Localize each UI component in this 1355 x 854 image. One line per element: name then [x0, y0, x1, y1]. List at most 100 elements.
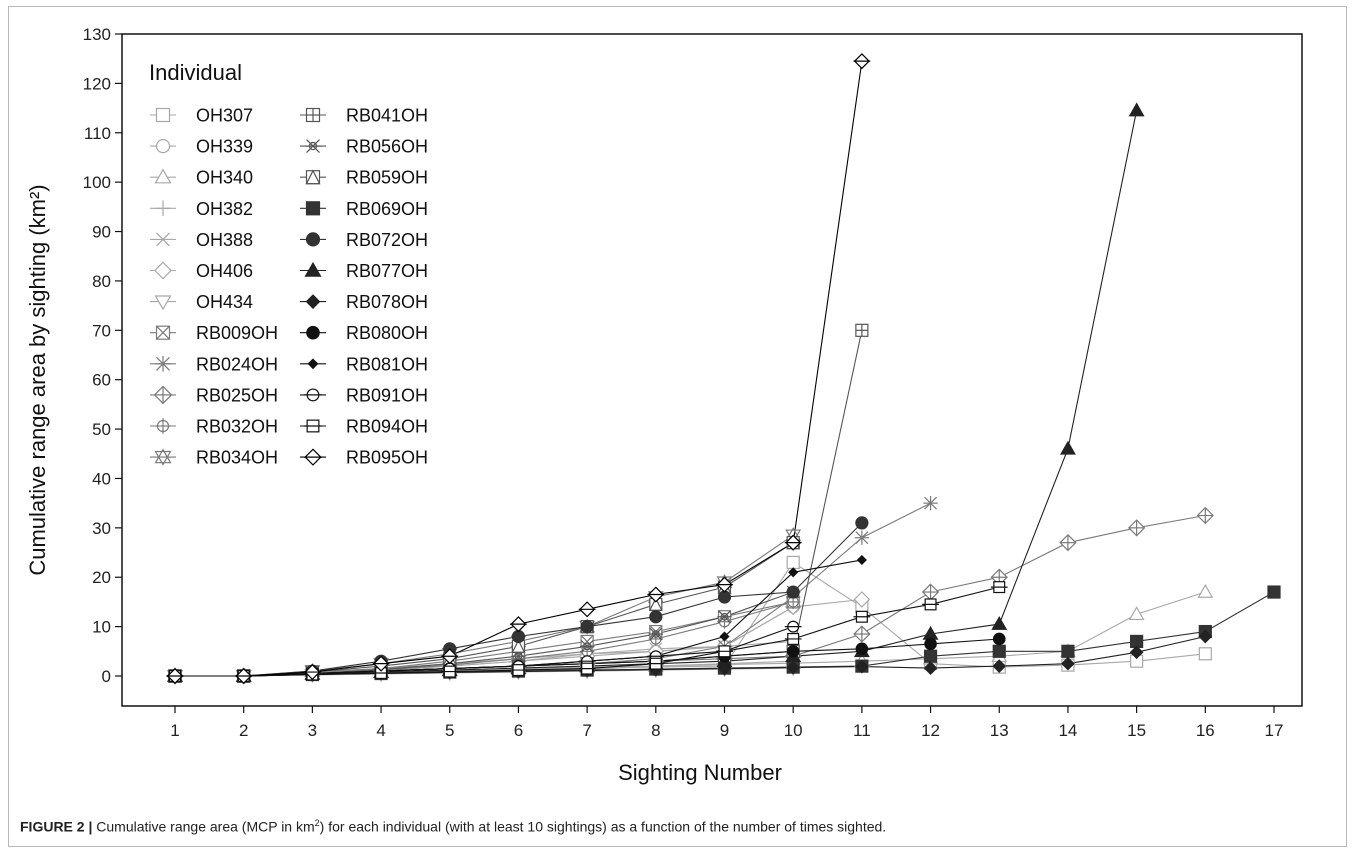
- data-point-rb094oh: [853, 610, 871, 623]
- legend-label: OH339: [196, 137, 253, 157]
- data-point-rb056oh: [648, 627, 664, 641]
- legend-label: RB025OH: [196, 385, 278, 405]
- data-point-rb024oh: [854, 530, 870, 545]
- legend-label: RB091OH: [346, 385, 428, 405]
- legend-item-oh340: OH340: [150, 168, 253, 188]
- legend-label: OH388: [196, 230, 253, 250]
- data-point-rb025oh: [1059, 534, 1077, 552]
- data-point-rb081oh: [788, 567, 799, 578]
- legend: Individual OH307 OH339 OH340 OH382 OH388 OH406…: [149, 60, 428, 468]
- legend-item-oh307: OH307: [150, 106, 253, 126]
- series-markers: [166, 53, 1281, 685]
- data-point-rb095oh: [372, 655, 390, 672]
- data-point-rb095oh: [784, 534, 802, 551]
- legend-label: RB080OH: [346, 323, 428, 343]
- legend-label: OH307: [196, 106, 253, 126]
- y-tick-label: 80: [92, 272, 111, 291]
- data-point-rb081oh: [719, 631, 730, 642]
- y-tick-label: 130: [83, 25, 111, 44]
- data-point-rb094oh: [441, 665, 459, 678]
- legend-item-rb080oh: RB080OH: [300, 323, 428, 343]
- data-point-rb094oh: [578, 662, 596, 675]
- legend-label: RB034OH: [196, 448, 278, 468]
- data-point-rb078oh: [786, 660, 801, 675]
- data-point-rb025oh: [1127, 519, 1146, 537]
- data-point-rb078oh: [717, 661, 732, 676]
- data-point-rb094oh: [716, 645, 733, 658]
- legend-item-rb059oh: RB059OH: [300, 168, 428, 188]
- data-point-rb072oh: [855, 516, 869, 530]
- legend-label: OH340: [196, 168, 253, 188]
- caption-text: Cumulative range area (MCP in km: [92, 818, 315, 835]
- y-tick-label: 30: [92, 519, 111, 538]
- data-point-rb078oh: [992, 659, 1007, 673]
- data-point-rb056oh: [717, 610, 732, 624]
- x-tick-label: 17: [1265, 721, 1284, 740]
- x-tick-label: 6: [514, 721, 523, 740]
- y-tick-label: 60: [92, 371, 111, 390]
- data-point-oh307: [1198, 647, 1212, 661]
- legend-label: RB081OH: [346, 354, 428, 374]
- data-point-rb080oh: [855, 642, 869, 656]
- data-point-rb041oh: [855, 323, 869, 337]
- data-point-rb069oh: [1267, 585, 1281, 599]
- legend-item-oh382: OH382: [150, 199, 253, 219]
- data-point-rb095oh: [647, 586, 665, 603]
- legend-label: RB041OH: [346, 106, 428, 126]
- y-tick-label: 100: [83, 173, 111, 192]
- x-tick-label: 3: [308, 721, 317, 740]
- caption-text-end: ) for each individual (with at least 10 …: [319, 818, 887, 835]
- legend-label: RB059OH: [346, 168, 428, 188]
- data-point-rb080oh: [786, 645, 800, 658]
- data-point-rb081oh: [856, 554, 867, 565]
- y-tick-label: 110: [84, 124, 111, 143]
- data-point-oh406: [853, 591, 871, 608]
- y-tick-label: 90: [92, 223, 111, 242]
- legend-label: RB024OH: [196, 354, 278, 374]
- figure-frame: [8, 6, 1347, 847]
- data-point-oh307: [786, 555, 800, 570]
- legend-item-rb025oh: RB025OH: [150, 385, 278, 405]
- legend-item-rb056oh: RB056OH: [300, 137, 428, 157]
- data-point-oh340: [1197, 583, 1214, 598]
- data-point-rb095oh: [716, 576, 733, 593]
- y-tick-label: 70: [92, 321, 111, 340]
- x-tick-label: 1: [170, 721, 179, 740]
- legend-label: RB069OH: [346, 199, 428, 219]
- data-point-rb072oh: [580, 620, 594, 634]
- figure-caption: FIGURE 2 | Cumulative range area (MCP in…: [20, 818, 1340, 835]
- legend-item-rb077oh: RB077OH: [300, 261, 428, 281]
- data-point-rb078oh: [855, 659, 869, 674]
- legend-item-rb078oh: RB078OH: [300, 292, 428, 312]
- data-point-rb072oh: [717, 590, 732, 604]
- x-tick-label: 11: [853, 721, 871, 740]
- legend-label: OH406: [196, 261, 253, 281]
- series-line-rb034oh: [175, 534, 794, 677]
- x-tick-label: 5: [445, 721, 454, 740]
- legend-item-oh339: OH339: [150, 137, 253, 157]
- data-point-rb024oh: [923, 495, 938, 511]
- x-tick-label: 13: [990, 721, 1009, 740]
- data-point-oh340: [1128, 606, 1145, 621]
- legend-label: RB009OH: [196, 323, 278, 343]
- data-point-rb077oh: [1128, 102, 1145, 117]
- data-point-rb095oh: [853, 53, 871, 70]
- data-point-rb078oh: [1198, 629, 1213, 644]
- legend-item-oh434: OH434: [150, 292, 253, 312]
- legend-item-rb072oh: RB072OH: [300, 230, 428, 250]
- plot-border: [121, 33, 1303, 707]
- data-point-rb080oh: [992, 632, 1006, 646]
- data-point-rb094oh: [990, 581, 1008, 594]
- data-point-rb069oh: [1061, 644, 1075, 658]
- legend-label: RB078OH: [346, 292, 428, 312]
- legend-title: Individual: [149, 60, 242, 85]
- legend-label: RB032OH: [196, 417, 278, 437]
- x-tick-label: 10: [784, 721, 803, 740]
- y-tick-label: 20: [92, 568, 111, 587]
- data-point-rb080oh: [924, 637, 937, 651]
- caption-superscript: 2: [314, 818, 320, 828]
- series-line-oh340: [175, 591, 1206, 677]
- data-point-rb025oh: [853, 625, 871, 643]
- legend-item-rb069oh: RB069OH: [300, 199, 428, 219]
